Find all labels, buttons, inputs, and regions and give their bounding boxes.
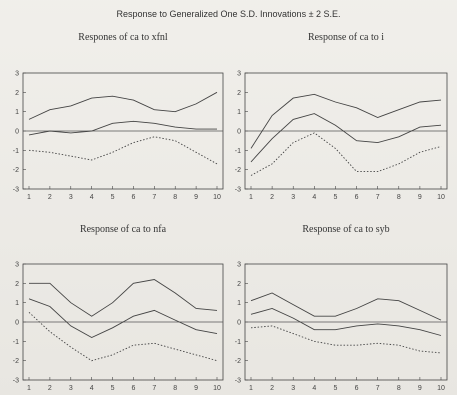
series-line-2 xyxy=(28,120,217,136)
y-tick-label: -2 xyxy=(235,167,241,174)
y-tick-label: 3 xyxy=(237,262,241,269)
y-tick-label: -2 xyxy=(235,358,241,365)
x-tick-label: 2 xyxy=(48,194,52,201)
x-tick-label: 4 xyxy=(90,194,94,201)
panel-title: Response of ca to i xyxy=(308,32,384,43)
x-tick-label: 9 xyxy=(194,385,198,392)
x-tick-label: 10 xyxy=(437,385,445,392)
y-tick-label: 0 xyxy=(237,129,241,136)
y-tick-label: 0 xyxy=(15,129,19,136)
series-line-3 xyxy=(250,325,442,354)
x-tick-label: 1 xyxy=(27,385,31,392)
x-tick-label: 6 xyxy=(131,385,135,392)
x-tick-label: 7 xyxy=(152,194,156,201)
x-tick-label: 4 xyxy=(312,194,316,201)
y-tick-label: 2 xyxy=(237,281,241,288)
y-tick-label: 1 xyxy=(15,109,19,116)
x-tick-label: 10 xyxy=(213,385,221,392)
x-tick-label: 3 xyxy=(69,385,73,392)
x-tick-label: 9 xyxy=(418,385,422,392)
y-tick-label: -1 xyxy=(235,148,241,155)
panel-title: Response of ca to nfa xyxy=(80,224,167,235)
x-tick-label: 4 xyxy=(90,385,94,392)
x-tick-label: 8 xyxy=(397,385,401,392)
x-tick-label: 2 xyxy=(270,385,274,392)
x-tick-label: 9 xyxy=(418,194,422,201)
y-tick-label: 1 xyxy=(237,300,241,307)
y-tick-label: 2 xyxy=(15,281,19,288)
x-tick-label: 8 xyxy=(173,385,177,392)
x-tick-label: 5 xyxy=(111,194,115,201)
series-line-2 xyxy=(28,298,218,339)
panel-title: Response of ca to syb xyxy=(302,224,389,235)
y-tick-label: 2 xyxy=(237,90,241,97)
series-line-2 xyxy=(250,113,442,163)
y-tick-label: 3 xyxy=(237,71,241,78)
x-tick-label: 3 xyxy=(291,194,295,201)
y-tick-label: -3 xyxy=(13,187,19,194)
series-line-1 xyxy=(29,279,218,317)
series-line-1 xyxy=(28,91,218,120)
x-tick-label: 5 xyxy=(111,385,115,392)
y-tick-label: -3 xyxy=(235,378,241,385)
series-line-1 xyxy=(250,93,442,149)
x-tick-label: 7 xyxy=(376,194,380,201)
x-tick-label: 6 xyxy=(131,194,135,201)
chart-panel-3: Response of ca to nfa -3 -2 -1 0 1 2 3 1 2 3 4 5 6 7 8 9… xyxy=(13,224,224,392)
y-tick-label: 0 xyxy=(237,320,241,327)
x-tick-label: 2 xyxy=(48,385,52,392)
y-tick-label: -1 xyxy=(13,148,19,155)
y-tick-label: 3 xyxy=(15,71,19,78)
x-tick-label: 1 xyxy=(249,194,253,201)
x-tick-label: 1 xyxy=(27,194,31,201)
x-tick-label: 7 xyxy=(152,385,156,392)
y-tick-label: 3 xyxy=(15,262,19,269)
x-tick-label: 8 xyxy=(397,194,401,201)
series-line-3 xyxy=(28,136,218,165)
x-tick-label: 9 xyxy=(194,194,198,201)
x-tick-label: 2 xyxy=(270,194,274,201)
x-tick-label: 6 xyxy=(355,194,359,201)
series-line-1 xyxy=(250,292,442,321)
y-tick-label: 0 xyxy=(15,320,19,327)
x-tick-label: 10 xyxy=(213,194,221,201)
panel-title: Respones of ca to xfnl xyxy=(78,32,168,43)
x-tick-label: 5 xyxy=(333,385,337,392)
x-tick-label: 3 xyxy=(291,385,295,392)
y-tick-label: -2 xyxy=(13,358,19,365)
y-tick-label: 1 xyxy=(15,300,19,307)
x-tick-label: 7 xyxy=(376,385,380,392)
series-line-3 xyxy=(250,132,442,176)
chart-panel-2: Response of ca to i -3 -2 -1 0 1 2 3 1 2 3 4 5 6 7 8 9 10 xyxy=(235,32,448,201)
y-tick-label: -3 xyxy=(235,187,241,194)
y-tick-label: -1 xyxy=(235,339,241,346)
series-line-2 xyxy=(250,308,442,336)
y-tick-label: 1 xyxy=(237,109,241,116)
x-tick-label: 5 xyxy=(333,194,337,201)
series-line-3 xyxy=(28,311,218,362)
y-tick-label: -2 xyxy=(13,167,19,174)
x-tick-label: 8 xyxy=(173,194,177,201)
x-tick-label: 1 xyxy=(249,385,253,392)
y-tick-label: -3 xyxy=(13,378,19,385)
x-tick-label: 10 xyxy=(437,194,445,201)
chart-panel-4: Response of ca to syb -3 -2 -1 0 1 2 3 1 2 3 4 5 6 7 8 9… xyxy=(235,224,448,392)
x-tick-label: 4 xyxy=(312,385,316,392)
y-tick-label: -1 xyxy=(13,339,19,346)
x-tick-label: 3 xyxy=(69,194,73,201)
figure-title: Response to Generalized One S.D. Innovat… xyxy=(116,9,341,19)
y-tick-label: 2 xyxy=(15,90,19,97)
x-tick-label: 6 xyxy=(355,385,359,392)
chart-panel-1: Respones of ca to xfnl -3 -2 -1 0 1 2 3 1 2 3 4 5 6 7 8… xyxy=(13,32,224,201)
